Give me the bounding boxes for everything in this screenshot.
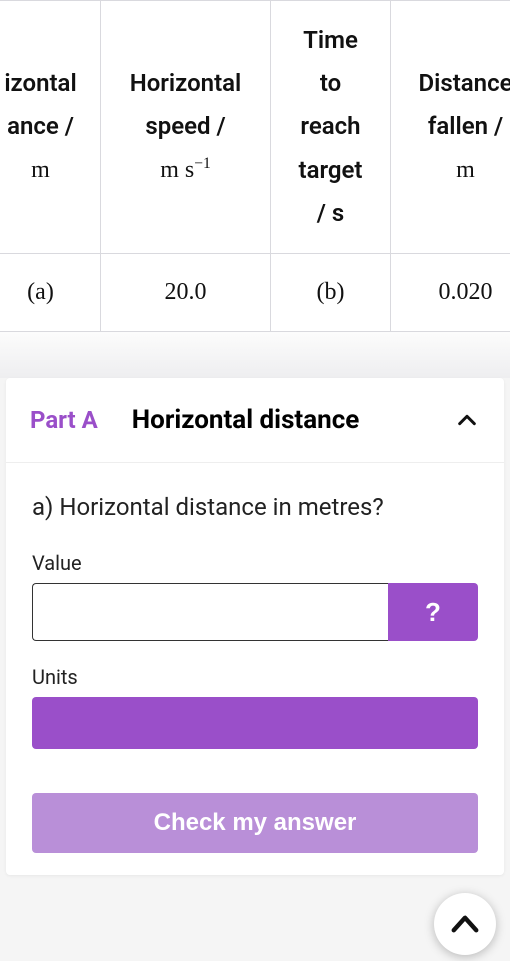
table-cell: (b) [271,253,391,331]
question-text: a) Horizontal distance in metres? [32,493,478,521]
table-cell: 0.020 [391,253,510,331]
spacer [0,332,510,378]
table-cell: 20.0 [101,253,271,331]
card-body: a) Horizontal distance in metres? Value … [6,463,504,875]
part-title: Horizontal distance [132,400,456,440]
table-cell: (a) [0,253,101,331]
value-row: ? [32,583,478,641]
hint-button[interactable]: ? [388,583,478,641]
value-label: Value [32,551,478,575]
check-answer-button[interactable]: Check my answer [32,793,478,853]
chevron-up-icon [456,409,478,431]
card-header[interactable]: Part A Horizontal distance [6,378,504,463]
data-table-region: izontalance /mHorizontalspeed /m s−1Time… [0,0,510,332]
column-header: Timetoreachtarget/ s [271,1,391,254]
column-header: Distancefallen /m [391,1,510,254]
part-label: Part A [30,406,98,434]
scroll-top-button[interactable] [434,893,496,955]
value-input[interactable] [32,583,388,641]
chevron-up-icon [450,909,480,939]
data-table: izontalance /mHorizontalspeed /m s−1Time… [0,0,510,332]
column-header: izontalance /m [0,1,101,254]
question-card: Part A Horizontal distance a) Horizontal… [6,378,504,875]
units-select[interactable] [32,697,478,749]
column-header: Horizontalspeed /m s−1 [101,1,271,254]
units-label: Units [32,665,478,689]
